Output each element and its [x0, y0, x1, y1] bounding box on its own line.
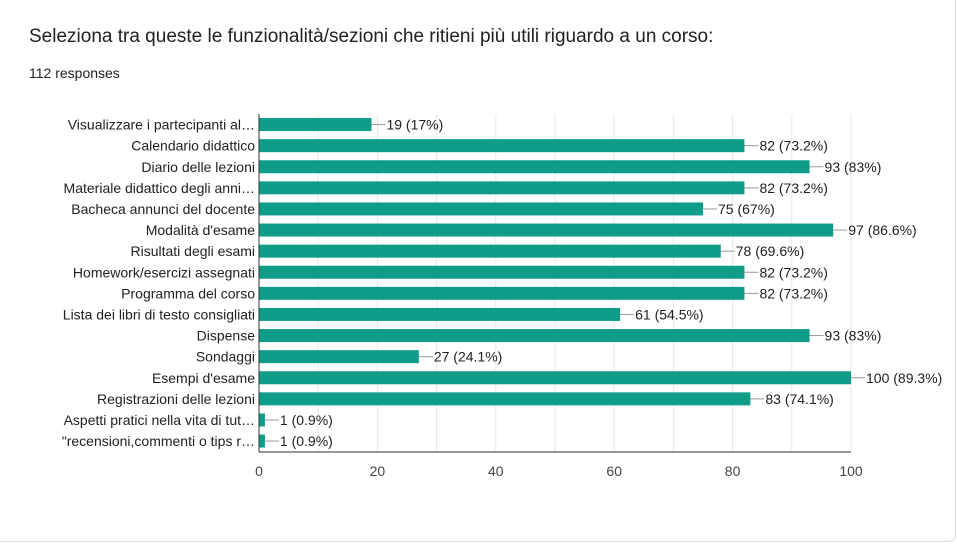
- x-tick-label: 20: [370, 463, 386, 479]
- data-label: 82 (73.2%): [759, 285, 827, 301]
- data-label: 82 (73.2%): [759, 264, 827, 280]
- category-label: Visualizzare i partecipanti al…: [68, 117, 255, 133]
- bar: [259, 118, 372, 132]
- category-label: Esempi d'esame: [152, 370, 255, 386]
- bar: [259, 223, 834, 237]
- category-label: Bacheca annunci del docente: [71, 201, 255, 217]
- x-tick-label: 0: [255, 463, 263, 479]
- bar: [259, 392, 751, 406]
- category-label: Modalità d'esame: [146, 222, 256, 238]
- data-label: 100 (89.3%): [866, 370, 942, 386]
- bar: [259, 139, 745, 153]
- category-label: Registrazioni delle lezioni: [97, 391, 255, 407]
- data-label: 75 (67%): [718, 201, 775, 217]
- response-count: 112 responses: [29, 65, 120, 81]
- category-label: Dispense: [197, 328, 256, 344]
- category-label: Lista dei libri di testo consigliati: [63, 306, 255, 322]
- category-label: Diario delle lezioni: [141, 159, 255, 175]
- category-label: Aspetti pratici nella vita di tut…: [64, 412, 255, 428]
- category-label: Programma del corso: [121, 285, 255, 301]
- bar: [259, 371, 851, 385]
- x-tick-label: 100: [839, 463, 863, 479]
- bar: [259, 244, 721, 258]
- data-label: 97 (86.6%): [848, 222, 916, 238]
- data-label: 82 (73.2%): [759, 180, 827, 196]
- data-label: 61 (54.5%): [635, 306, 703, 322]
- bar: [259, 350, 419, 364]
- data-label: 19 (17%): [386, 117, 443, 133]
- data-label: 93 (83%): [825, 328, 882, 344]
- bar: [259, 202, 703, 216]
- category-label: Materiale didattico degli anni…: [64, 180, 255, 196]
- category-label: Homework/esercizi assegnati: [73, 264, 255, 280]
- category-label: Risultati degli esami: [131, 243, 256, 259]
- question-title: Seleziona tra queste le funzionalità/sez…: [29, 26, 714, 47]
- category-label: "recensioni,commenti o tips r…: [62, 433, 255, 449]
- x-tick-label: 40: [488, 463, 504, 479]
- bar: [259, 307, 621, 321]
- bar: [259, 413, 265, 427]
- data-label: 1 (0.9%): [280, 412, 333, 428]
- data-label: 27 (24.1%): [434, 349, 502, 365]
- category-label: Calendario didattico: [131, 138, 255, 154]
- data-label: 93 (83%): [825, 159, 882, 175]
- data-label: 82 (73.2%): [759, 138, 827, 154]
- bar: [259, 265, 745, 279]
- bar: [259, 181, 745, 195]
- x-tick-label: 80: [725, 463, 741, 479]
- data-label: 83 (74.1%): [765, 391, 833, 407]
- x-tick-label: 60: [606, 463, 622, 479]
- data-label: 1 (0.9%): [280, 433, 333, 449]
- bar: [259, 329, 810, 343]
- bar: [259, 286, 745, 300]
- bar: [259, 434, 265, 448]
- data-label: 78 (69.6%): [736, 243, 804, 259]
- bar: [259, 160, 810, 174]
- category-label: Sondaggi: [196, 349, 255, 365]
